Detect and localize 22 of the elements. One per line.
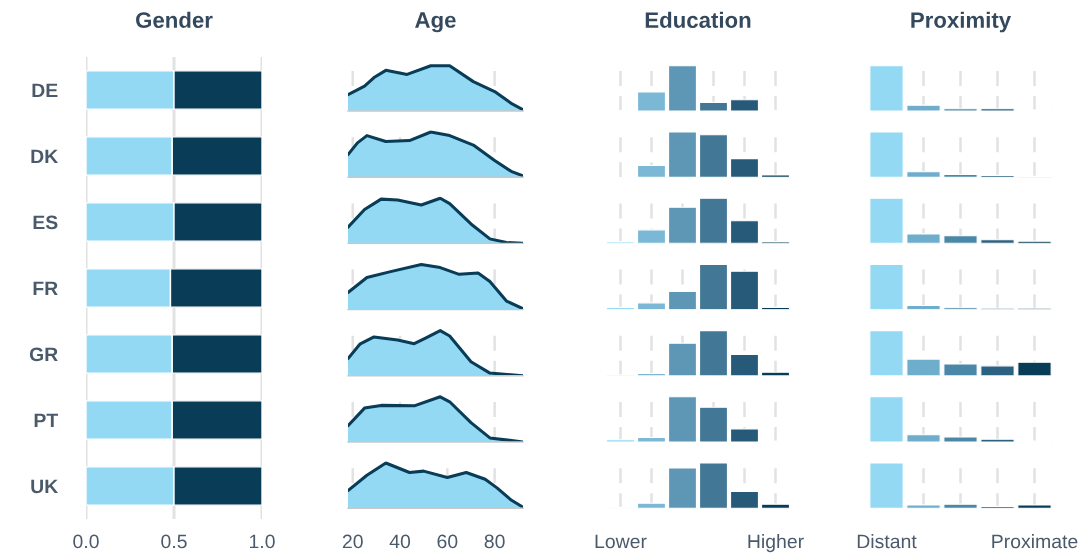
x-tick-label: Lower <box>595 534 647 549</box>
x-tick-label: 0.5 <box>161 534 187 549</box>
x-tick-label: 20 <box>342 534 363 549</box>
chart-title: Proximity <box>911 11 1012 33</box>
x-tick-label: 60 <box>437 534 458 549</box>
x-tick-label: 1.0 <box>249 534 275 549</box>
y-tick-label: PT <box>34 413 59 428</box>
x-tick-label: 40 <box>389 534 411 549</box>
x-tick-label: Proximate <box>992 534 1078 549</box>
x-tick-label: 0.0 <box>73 534 99 549</box>
y-tick-label: DE <box>32 83 58 98</box>
chart-title: Education <box>645 11 751 28</box>
x-tick-label: 80 <box>484 534 505 549</box>
y-tick-label: FR <box>33 281 58 296</box>
x-tick-label: Distant <box>857 534 917 549</box>
x-tick-label: Higher <box>748 534 804 553</box>
chart-title: Age <box>415 12 456 33</box>
y-tick-label: ES <box>33 215 58 230</box>
y-tick-label: DK <box>31 149 59 164</box>
chart-title: Gender <box>136 11 213 28</box>
y-tick-label: GR <box>29 347 58 362</box>
y-tick-label: UK <box>31 479 59 494</box>
